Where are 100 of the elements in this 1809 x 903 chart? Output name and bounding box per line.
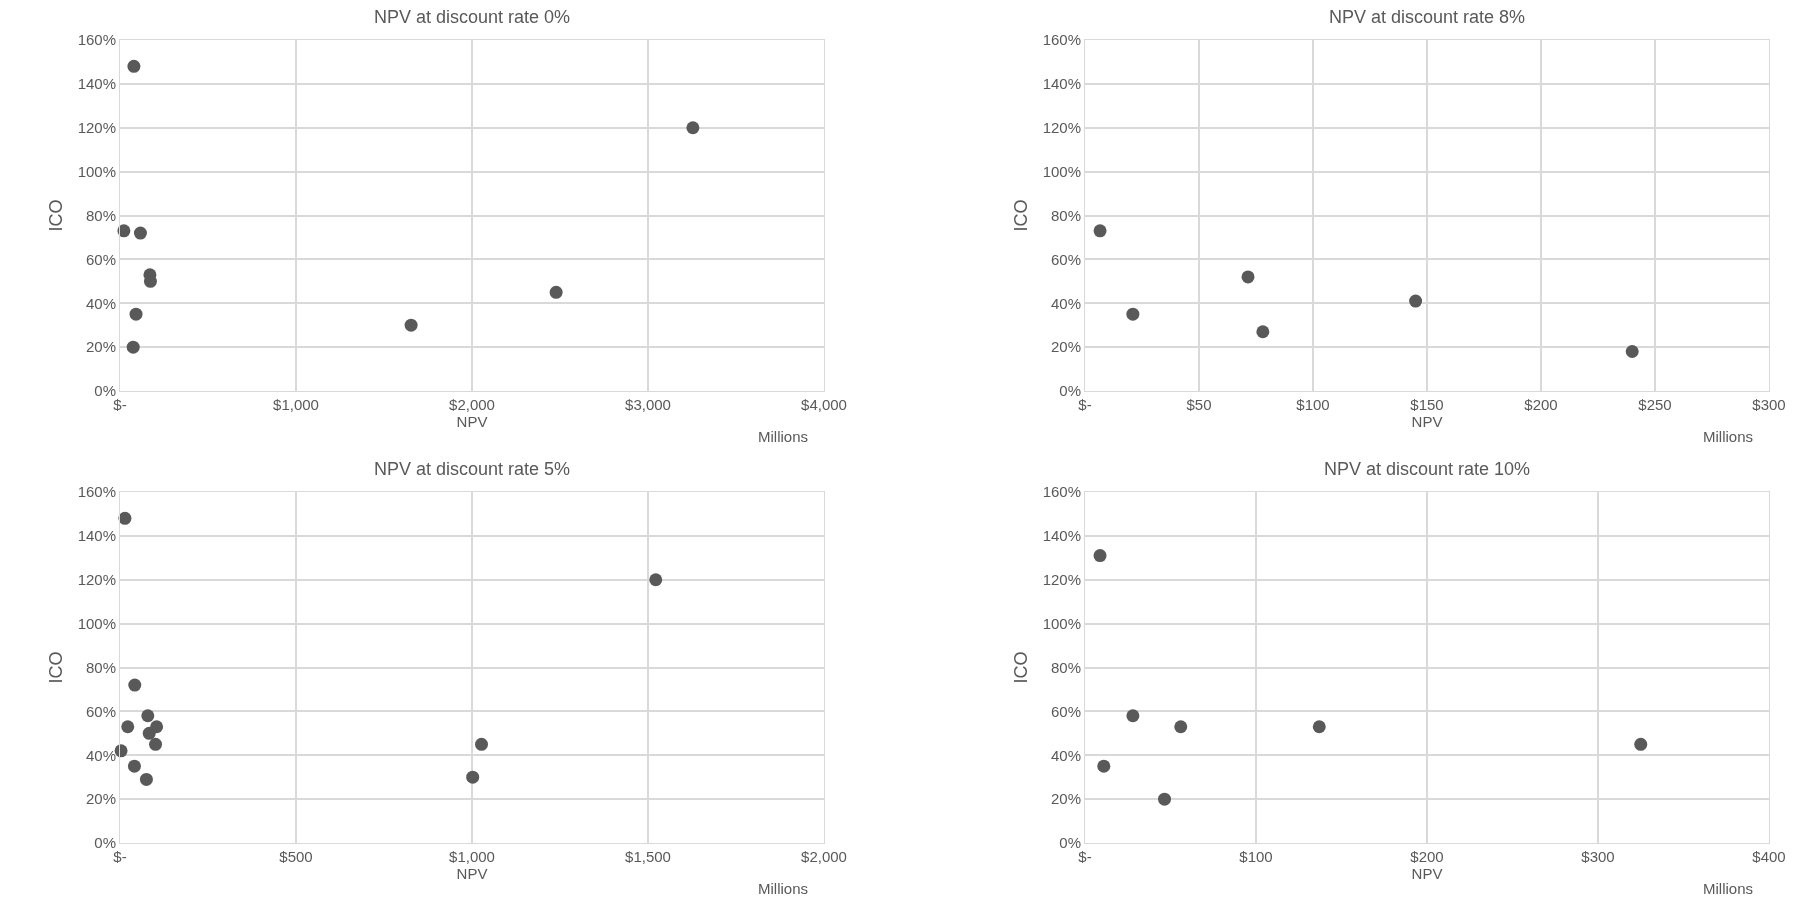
y-tick-label: 40% (85, 294, 116, 312)
point (1312, 720, 1326, 734)
x-axis-title: NPV (1411, 865, 1443, 882)
point (1126, 709, 1140, 723)
x-tick-label: $250 (1638, 396, 1672, 413)
point (128, 678, 142, 692)
text: Millions (1703, 880, 1754, 897)
x-tick-label: $300 (1752, 396, 1786, 413)
x-tick-label: $200 (1524, 396, 1558, 413)
y-tick-label: 40% (1050, 746, 1081, 764)
point (1625, 345, 1639, 358)
chart-title: NPV at discount rate 5% (373, 458, 571, 479)
point (1174, 720, 1188, 734)
point (1093, 549, 1107, 563)
y-tick-label: 0% (94, 382, 116, 400)
y-tick-label: 0% (1059, 382, 1081, 400)
x-tick-label: $200 (1410, 848, 1444, 865)
point (141, 709, 155, 723)
y-tick-label: 140% (1042, 527, 1081, 545)
point (129, 307, 143, 321)
y-tick-label: 20% (1050, 338, 1081, 356)
point (1158, 792, 1172, 806)
x-tick-label: $150 (1410, 396, 1444, 413)
y-tick-label: 80% (1050, 658, 1081, 676)
chart-title: NPV at discount rate 8% (1328, 6, 1526, 27)
x-tick-label: $- (113, 848, 127, 865)
x-tick-label: $- (1078, 848, 1092, 865)
y-axis-title: ICO (1010, 651, 1031, 684)
point (466, 770, 480, 784)
point (126, 340, 140, 354)
x-tick-label: $1,000 (273, 396, 319, 413)
point (118, 511, 132, 525)
y-tick-label: 80% (85, 658, 116, 676)
y-tick-label: 80% (1050, 206, 1081, 224)
text: Millions (758, 880, 809, 897)
x-tick-label: $- (1078, 396, 1092, 413)
y-tick-label: 60% (85, 250, 116, 268)
y-tick-label: 20% (85, 790, 116, 808)
point (133, 226, 147, 240)
x-tick-label: $4,000 (801, 396, 847, 413)
point (127, 59, 141, 73)
point (404, 318, 418, 332)
y-tick-label: 120% (1042, 571, 1081, 588)
y-tick-label: 120% (1042, 119, 1081, 136)
y-tick-label: 160% (1042, 483, 1081, 501)
x-tick-label: $100 (1239, 848, 1273, 865)
y-tick-label: 40% (85, 746, 116, 764)
x-axis-title: NPV (456, 865, 488, 882)
x-tick-label: $2,000 (449, 396, 495, 413)
y-tick-label: 100% (1042, 614, 1081, 632)
point (150, 720, 164, 734)
chart-title: NPV at discount rate 0% (373, 6, 571, 27)
x-tick-label: $400 (1752, 848, 1786, 865)
x-tick-label: $50 (1186, 396, 1212, 413)
point (1241, 270, 1255, 284)
text: Millions (1703, 428, 1754, 445)
point (1256, 325, 1270, 339)
point (1093, 224, 1107, 238)
x-axis-title: NPV (456, 413, 488, 430)
point (1097, 759, 1111, 773)
y-tick-label: 20% (85, 338, 116, 356)
y-tick-label: 100% (1042, 162, 1081, 180)
x-tick-label: $- (113, 396, 127, 413)
x-tick-label: $300 (1581, 848, 1615, 865)
x-tick-label: $3,000 (625, 396, 671, 413)
chart-title: NPV at discount rate 10% (1323, 458, 1531, 479)
y-tick-label: 0% (94, 834, 116, 852)
point (139, 772, 153, 786)
x-tick-label: $1,500 (625, 848, 671, 865)
y-tick-label: 60% (85, 702, 116, 720)
text: Millions (758, 428, 809, 445)
y-tick-label: 120% (77, 119, 116, 136)
x-axis-title: NPV (1411, 413, 1443, 430)
point (1126, 307, 1140, 321)
x-tick-label: $100 (1296, 396, 1330, 413)
y-tick-label: 80% (85, 206, 116, 224)
y-tick-label: 60% (1050, 250, 1081, 268)
x-tick-label: $2,000 (801, 848, 847, 865)
point (121, 720, 135, 734)
y-tick-label: 160% (1042, 31, 1081, 49)
y-tick-label: 40% (1050, 294, 1081, 312)
y-tick-label: 120% (77, 571, 116, 588)
point (475, 737, 488, 751)
y-tick-label: 20% (1050, 790, 1081, 808)
point (1634, 737, 1648, 751)
y-tick-label: 140% (77, 75, 116, 93)
y-axis-title: ICO (1010, 199, 1031, 232)
point (549, 285, 563, 299)
x-tick-label: $500 (279, 848, 313, 865)
y-tick-label: 100% (77, 162, 116, 180)
point (117, 224, 131, 238)
point (686, 121, 700, 135)
y-tick-label: 60% (1050, 702, 1081, 720)
point (127, 759, 141, 773)
y-axis-title: ICO (45, 199, 66, 232)
y-axis-title: ICO (45, 651, 66, 684)
point (149, 737, 163, 751)
y-tick-label: 160% (77, 483, 116, 501)
y-tick-label: 160% (77, 31, 116, 49)
x-tick-label: $1,000 (449, 848, 495, 865)
